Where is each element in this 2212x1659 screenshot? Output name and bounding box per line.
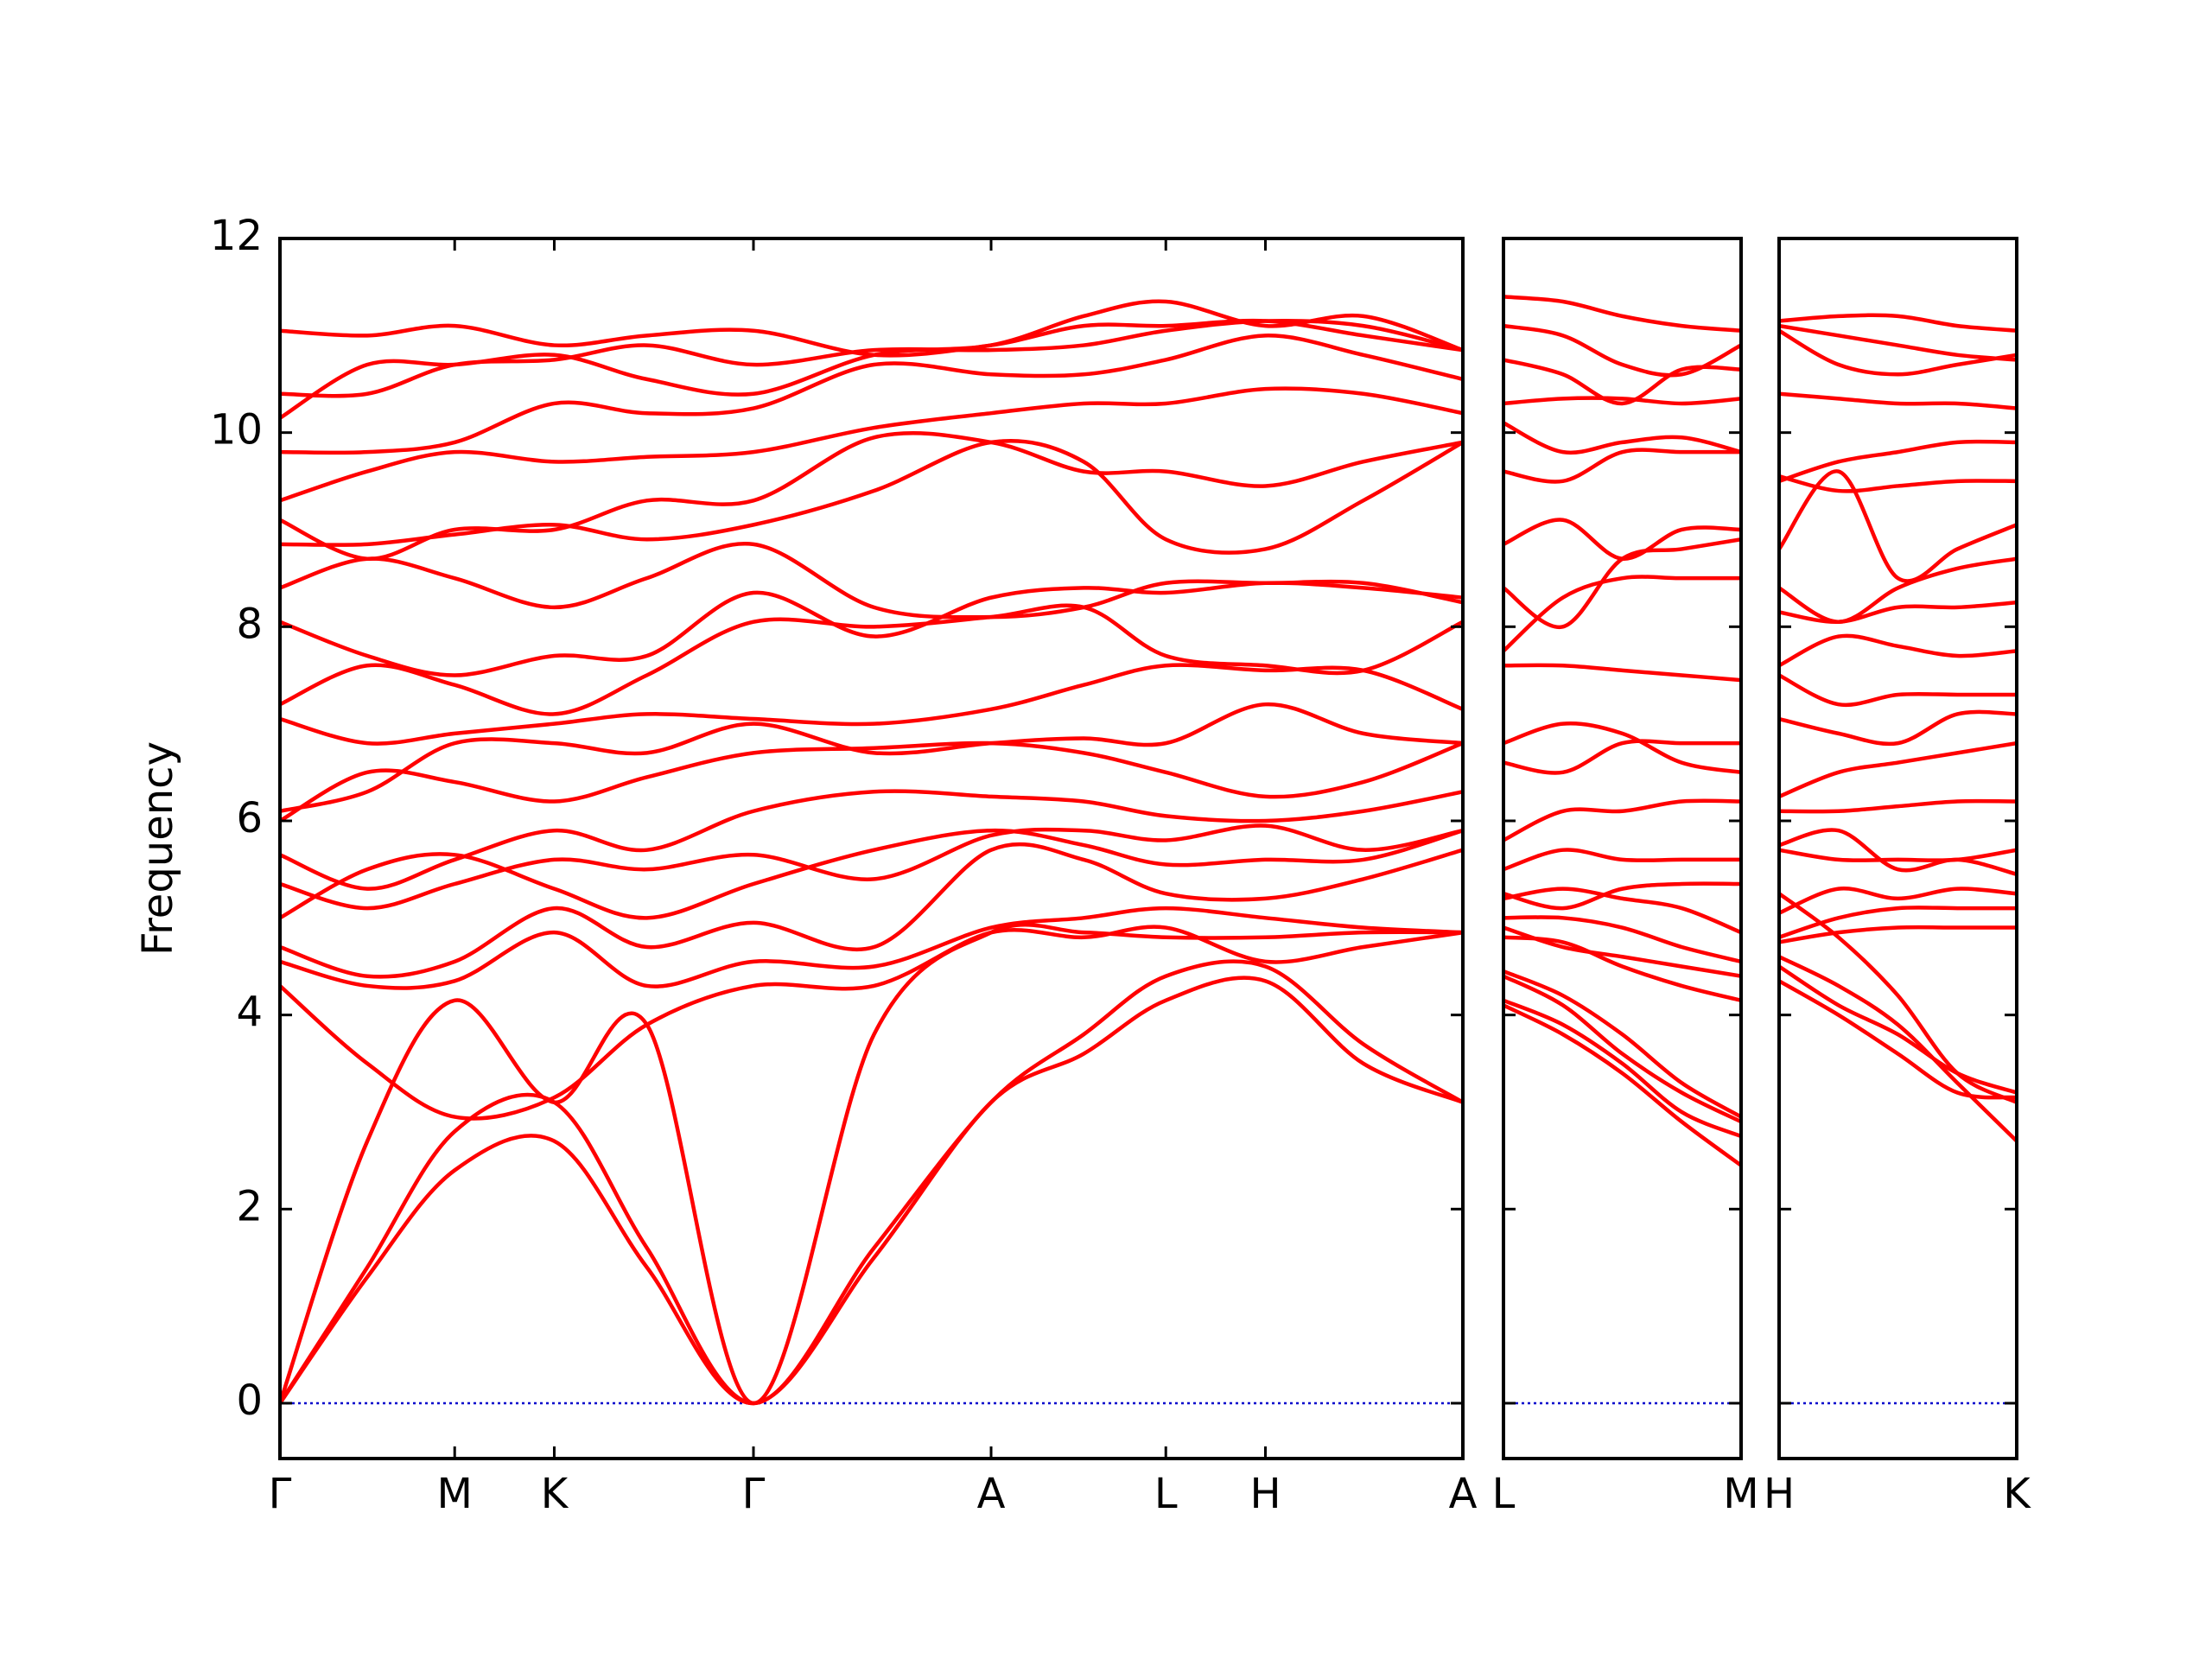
band-line — [280, 603, 1463, 716]
band-line — [1503, 421, 1741, 455]
band-line — [1779, 964, 2017, 1095]
band-line — [280, 789, 1463, 891]
plot-frame — [278, 237, 1465, 1460]
band-line — [1503, 295, 1741, 333]
band-line — [1779, 848, 2017, 862]
band-line — [1503, 935, 1741, 1002]
band-line — [280, 828, 1463, 920]
band-line — [1779, 955, 2017, 1143]
plot-frame — [1777, 237, 2018, 1460]
band-line — [1503, 915, 1741, 964]
x-tick-label: H — [1764, 1470, 1795, 1518]
x-tick-label: K — [2003, 1470, 2031, 1518]
band-line — [1779, 925, 2017, 944]
band-line — [1779, 556, 2017, 624]
band-line — [1779, 391, 2017, 410]
band-line — [280, 439, 1463, 555]
band-line — [280, 318, 1463, 358]
plot-frame — [1502, 237, 1743, 1460]
y-axis-label: Frequency — [134, 741, 182, 956]
band-line — [1779, 323, 2017, 362]
band-line — [1503, 739, 1741, 775]
band-line — [1779, 469, 2017, 583]
band-line — [280, 702, 1463, 813]
band-line — [1779, 328, 2017, 377]
band-line — [1779, 709, 2017, 747]
y-tick-label: 6 — [236, 794, 263, 842]
plot-area — [1779, 313, 2017, 1405]
band-line — [1503, 448, 1741, 484]
band-line — [280, 334, 1463, 455]
band-line — [280, 386, 1463, 503]
y-tick-label: 4 — [236, 988, 263, 1037]
x-tick-label: H — [1249, 1470, 1281, 1518]
band-line — [1779, 905, 2017, 939]
y-tick-label: 8 — [236, 600, 263, 648]
x-tick-label: M — [1723, 1470, 1758, 1518]
x-tick-label: K — [541, 1470, 569, 1518]
x-tick-label: M — [437, 1470, 473, 1518]
band-line — [280, 976, 1463, 1406]
y-tick-label: 10 — [210, 406, 263, 454]
band-line — [1779, 439, 2017, 483]
x-tick-label: L — [1154, 1470, 1178, 1518]
band-line — [1779, 600, 2017, 624]
band-line — [1503, 518, 1741, 561]
band-line — [1503, 998, 1741, 1139]
band-line — [280, 663, 1463, 746]
y-tick-label: 0 — [236, 1376, 263, 1425]
band-line — [1503, 881, 1741, 911]
x-tick-label: A — [977, 1470, 1006, 1518]
band-line — [1779, 741, 2017, 798]
band-line — [280, 431, 1463, 561]
band-line — [1503, 969, 1741, 1119]
band-line — [1503, 887, 1741, 935]
x-tick-label: Γ — [269, 1470, 292, 1518]
x-tick-label: L — [1492, 1470, 1516, 1518]
band-line — [1503, 974, 1741, 1124]
band-line — [280, 842, 1463, 979]
band-line — [1503, 848, 1741, 872]
band-line — [1503, 798, 1741, 842]
band-line — [1779, 313, 2017, 333]
band-line — [1779, 633, 2017, 668]
band-line — [1779, 979, 2017, 1100]
band-line — [280, 925, 1463, 1121]
band-line — [1779, 474, 2017, 493]
band-line — [1503, 396, 1741, 406]
band-line — [1779, 828, 2017, 876]
plot-area — [280, 299, 1463, 1406]
band-line — [280, 741, 1463, 823]
band-line — [1779, 673, 2017, 708]
band-line — [1503, 663, 1741, 683]
band-line — [1503, 575, 1741, 653]
band-line — [1503, 925, 1741, 978]
y-tick-label: 12 — [210, 212, 263, 260]
band-line — [280, 906, 1463, 990]
band-line — [1503, 1003, 1741, 1167]
band-line — [1503, 721, 1741, 775]
band-line — [280, 541, 1463, 620]
band-line — [1779, 798, 2017, 814]
x-tick-label: A — [1449, 1470, 1478, 1518]
x-tick-label: Γ — [742, 1470, 766, 1518]
y-tick-label: 2 — [236, 1182, 263, 1230]
band-line — [1779, 887, 2017, 915]
band-line — [280, 959, 1463, 1406]
plot-area — [1503, 295, 1741, 1405]
band-line — [280, 823, 1463, 911]
band-line — [1503, 537, 1741, 629]
band-line — [1503, 323, 1741, 378]
